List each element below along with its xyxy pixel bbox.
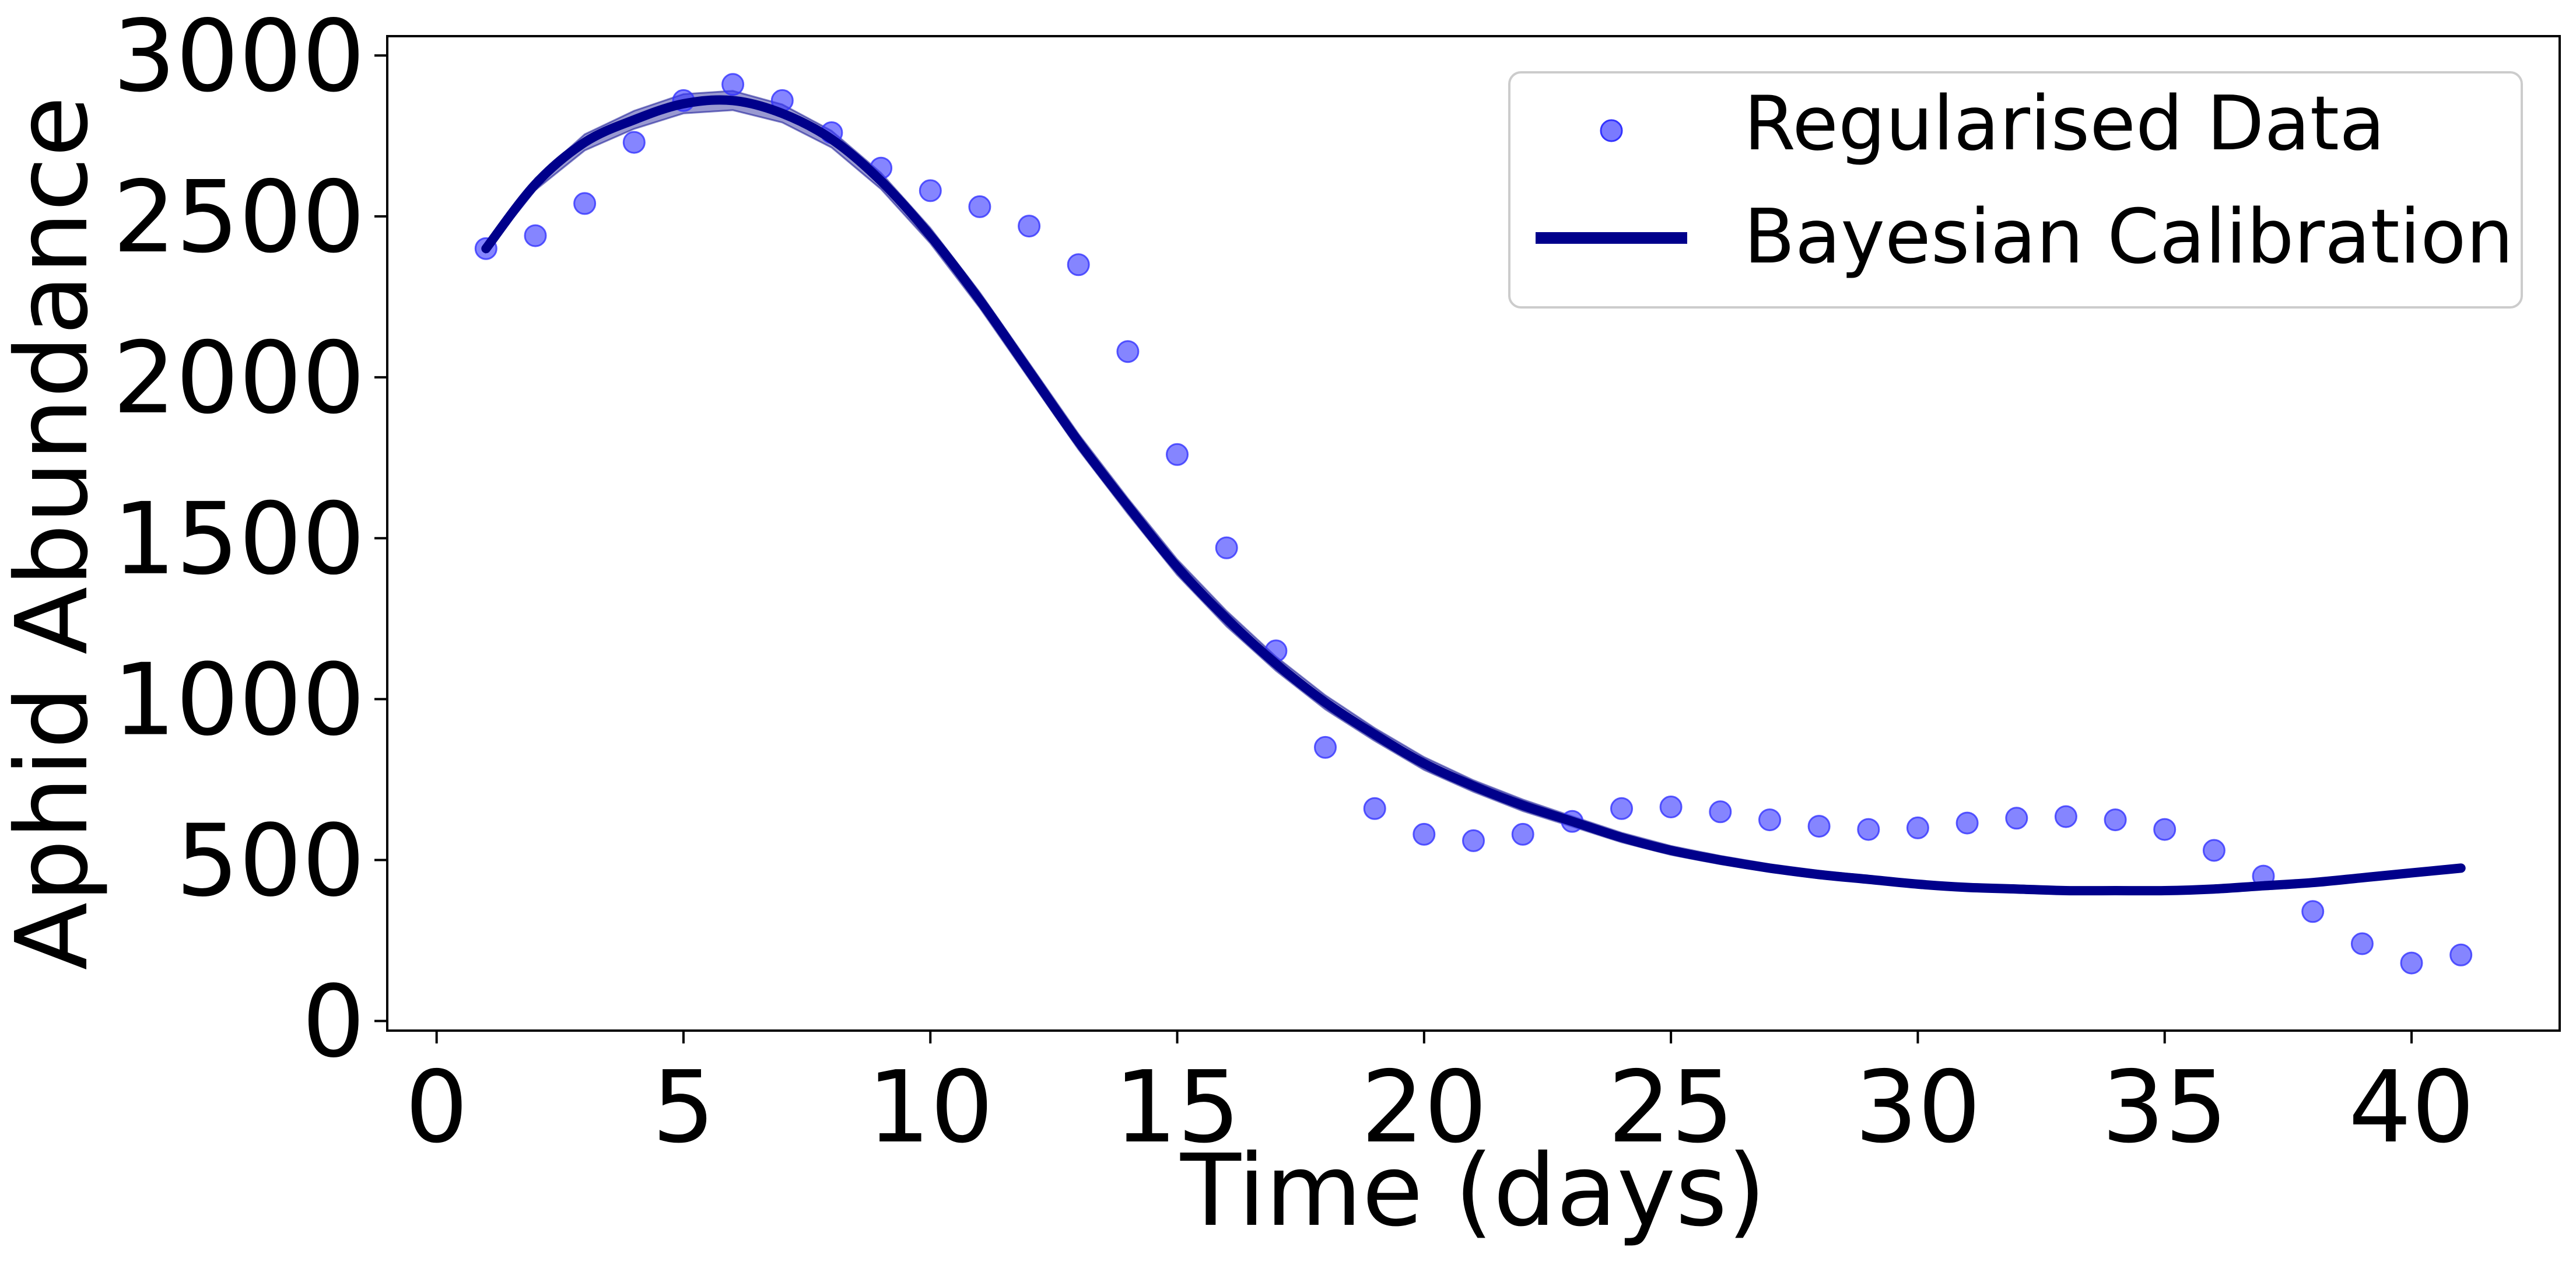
data-point — [1363, 797, 1386, 820]
x-tick-label: 30 — [1855, 1050, 1981, 1165]
scatter-layer — [474, 73, 2473, 975]
legend: Regularised Data Bayesian Calibration — [1508, 71, 2523, 309]
data-point — [1955, 811, 1979, 835]
data-point — [2449, 943, 2473, 966]
data-point — [1709, 800, 1732, 824]
x-tick-label: 15 — [1114, 1050, 1240, 1165]
plot-frame — [386, 35, 2561, 1032]
data-point — [2054, 805, 2077, 828]
data-point — [524, 224, 547, 247]
data-point — [1610, 797, 1633, 820]
data-point — [2350, 932, 2374, 955]
model-line — [481, 95, 2466, 896]
y-axis-label: Aphid Abundance — [0, 96, 110, 971]
x-axis: 0 5 10 15 20 25 30 35 40 — [405, 1031, 2475, 1165]
data-point — [1659, 796, 1683, 818]
data-point — [2202, 839, 2225, 862]
data-point — [1116, 340, 1140, 363]
data-point — [2005, 807, 2028, 830]
y-tick-label: 1500 — [113, 482, 365, 597]
legend-label-regularised-data: Regularised Data — [1744, 80, 2385, 167]
x-tick-label: 35 — [2102, 1050, 2228, 1165]
data-point — [2104, 808, 2127, 832]
y-axis: 0 500 1000 1500 2000 2500 3000 — [113, 0, 387, 1080]
data-point — [1166, 443, 1189, 466]
data-point — [1314, 735, 1337, 759]
data-point — [1413, 822, 1436, 846]
data-point — [2301, 900, 2325, 923]
data-point — [1807, 815, 1831, 838]
data-point — [1758, 808, 1781, 832]
data-point — [1462, 829, 1485, 852]
data-point — [573, 192, 597, 215]
legend-box — [1508, 71, 2523, 309]
data-point — [721, 73, 745, 96]
data-point — [1511, 822, 1534, 846]
x-axis-label: Time (days) — [1180, 1133, 1766, 1249]
data-point — [1018, 215, 1041, 238]
legend-marker-regularised-data — [1600, 119, 1623, 142]
data-point — [968, 195, 991, 218]
data-point — [1215, 536, 1238, 559]
data-point — [2153, 818, 2177, 841]
y-tick-label: 1000 — [113, 643, 365, 758]
data-point — [1857, 818, 1880, 841]
x-tick-label: 0 — [405, 1050, 468, 1165]
x-tick-label: 20 — [1361, 1050, 1487, 1165]
data-point — [2400, 951, 2423, 975]
x-tick-label: 25 — [1608, 1050, 1734, 1165]
data-point — [622, 131, 646, 154]
x-tick-label: 5 — [652, 1050, 715, 1165]
data-point — [919, 179, 942, 202]
y-tick-label: 2500 — [113, 160, 365, 275]
legend-label-bayesian-calibration: Bayesian Calibration — [1744, 194, 2514, 281]
x-tick-label: 10 — [867, 1050, 993, 1165]
y-tick-label: 3000 — [113, 0, 365, 114]
y-tick-label: 500 — [176, 804, 365, 919]
model-line-layer — [481, 95, 2466, 896]
y-tick-label: 0 — [302, 964, 365, 1080]
x-tick-label: 40 — [2349, 1050, 2475, 1165]
data-point — [1067, 253, 1090, 276]
data-point — [1906, 816, 1929, 839]
y-tick-label: 2000 — [113, 321, 365, 436]
